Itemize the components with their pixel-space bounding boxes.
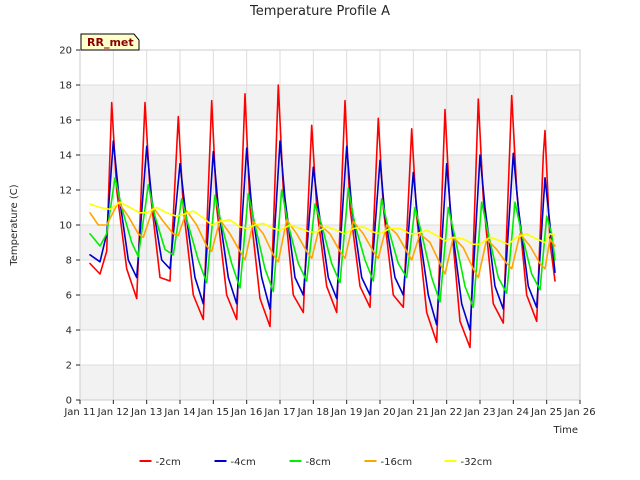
x-tick-label: Jan 23 [463, 407, 495, 418]
x-tick-label: Jan 24 [497, 407, 529, 418]
badge-shape [80, 33, 140, 51]
x-tick-label: Jan 20 [363, 407, 395, 418]
badge-label: RR_met [87, 36, 134, 49]
y-tick-label: 14 [59, 151, 72, 162]
y-tick-label: 18 [59, 81, 72, 92]
plot-band [80, 295, 580, 330]
x-axis-title: Time [553, 425, 578, 436]
plot-band [80, 190, 580, 225]
legend-label: -4cm [231, 457, 256, 468]
x-tick-label: Jan 26 [563, 407, 595, 418]
series-line-16cmcm [89, 201, 556, 279]
y-tick-label: 2 [66, 361, 72, 372]
y-tick-label: 8 [66, 256, 72, 267]
plot-band [80, 50, 580, 85]
x-tick-label: Jan 19 [330, 407, 362, 418]
series-line-2cmcm [89, 84, 556, 349]
y-tick-label: 12 [59, 186, 72, 197]
legend-label: -8cm [306, 457, 331, 468]
x-tick-label: Jan 21 [397, 407, 429, 418]
y-axis-ticks: 0 2 4 6 8 10 12 14 16 18 20 [59, 46, 80, 407]
x-tick-label: Jan 22 [430, 407, 462, 418]
x-tick-label: Jan 14 [163, 407, 195, 418]
x-tick-label: Jan 17 [263, 407, 295, 418]
y-tick-label: 16 [59, 116, 72, 127]
series-line-8cmcm [89, 177, 556, 309]
x-tick-label: Jan 25 [530, 407, 562, 418]
legend-label: -16cm [381, 457, 413, 468]
plot-band [80, 330, 580, 365]
series-layer [89, 84, 556, 349]
x-tick-label: Jan 11 [63, 407, 95, 418]
y-axis-title: Temperature (C) [9, 184, 20, 266]
x-tick-label: Jan 16 [230, 407, 262, 418]
y-tick-label: 20 [59, 46, 72, 57]
x-tick-label: Jan 12 [97, 407, 129, 418]
y-tick-label: 6 [66, 291, 72, 302]
legend-label: -32cm [461, 457, 493, 468]
x-axis-ticks: Jan 11 Jan 12 Jan 13 Jan 14 Jan 15 Jan 16 Jan … [63, 400, 596, 418]
y-tick-label: 10 [59, 221, 72, 232]
plot-band [80, 85, 580, 120]
legend: -2cm -4cm -8cm -16cm -32cm [139, 457, 493, 468]
plot-band [80, 365, 580, 400]
series-line-32cmcm [89, 201, 556, 246]
x-tick-label: Jan 18 [297, 407, 329, 418]
y-tick-label: 0 [66, 396, 72, 407]
y-tick-label: 4 [66, 326, 72, 337]
plot-band [80, 120, 580, 155]
series-line-4cmcm [89, 140, 556, 331]
rr-met-badge: RR_met [80, 33, 140, 51]
x-tick-label: Jan 13 [130, 407, 162, 418]
plot-band [80, 155, 580, 190]
chart-title: Temperature Profile A [249, 4, 390, 19]
x-tick-label: Jan 15 [197, 407, 229, 418]
legend-label: -2cm [156, 457, 181, 468]
